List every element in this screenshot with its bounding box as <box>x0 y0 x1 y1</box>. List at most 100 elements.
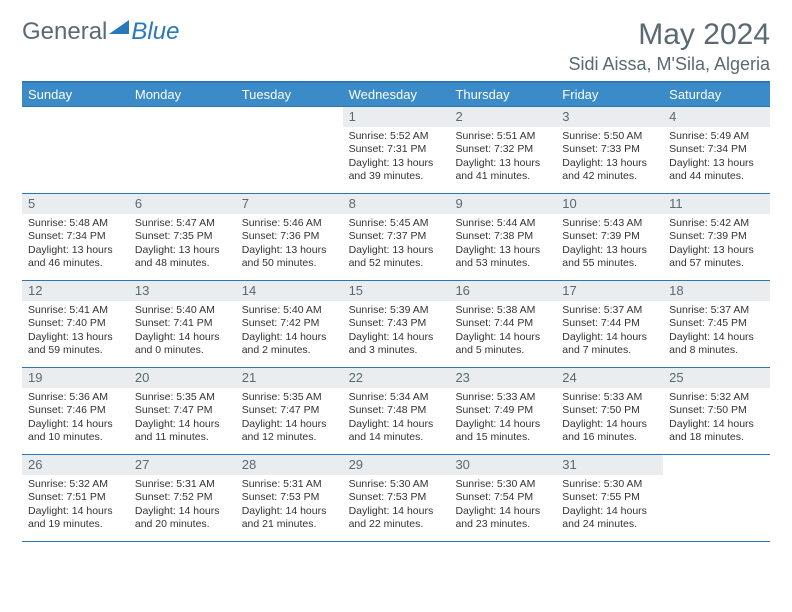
day-detail-line: Sunset: 7:33 PM <box>562 143 657 156</box>
day-cell: 29Sunrise: 5:30 AMSunset: 7:53 PMDayligh… <box>343 455 450 541</box>
day-number: 25 <box>663 368 770 388</box>
day-detail-line: Sunrise: 5:33 AM <box>562 391 657 404</box>
day-header: Thursday <box>449 83 556 106</box>
day-detail-line: Sunset: 7:47 PM <box>135 404 230 417</box>
day-details: Sunrise: 5:38 AMSunset: 7:44 PMDaylight:… <box>449 301 556 363</box>
day-number: 20 <box>129 368 236 388</box>
day-details: Sunrise: 5:49 AMSunset: 7:34 PMDaylight:… <box>663 127 770 189</box>
day-detail-line: Sunrise: 5:36 AM <box>28 391 123 404</box>
day-details: Sunrise: 5:31 AMSunset: 7:52 PMDaylight:… <box>129 475 236 537</box>
day-detail-line: Daylight: 13 hours <box>455 157 550 170</box>
day-detail-line: and 0 minutes. <box>135 344 230 357</box>
day-detail-line: Sunrise: 5:30 AM <box>455 478 550 491</box>
day-detail-line: Sunrise: 5:33 AM <box>455 391 550 404</box>
day-detail-line: Sunset: 7:46 PM <box>28 404 123 417</box>
day-number: 26 <box>22 455 129 475</box>
day-detail-line: Sunset: 7:35 PM <box>135 230 230 243</box>
day-cell: 25Sunrise: 5:32 AMSunset: 7:50 PMDayligh… <box>663 368 770 454</box>
day-details: Sunrise: 5:46 AMSunset: 7:36 PMDaylight:… <box>236 214 343 276</box>
day-detail-line: Daylight: 13 hours <box>455 244 550 257</box>
day-header-row: SundayMondayTuesdayWednesdayThursdayFrid… <box>22 83 770 106</box>
day-details: Sunrise: 5:30 AMSunset: 7:53 PMDaylight:… <box>343 475 450 537</box>
day-cell: 2Sunrise: 5:51 AMSunset: 7:32 PMDaylight… <box>449 107 556 193</box>
day-detail-line: Sunset: 7:41 PM <box>135 317 230 330</box>
day-detail-line: Daylight: 14 hours <box>562 505 657 518</box>
calendar: SundayMondayTuesdayWednesdayThursdayFrid… <box>22 81 770 542</box>
day-detail-line: Sunrise: 5:44 AM <box>455 217 550 230</box>
day-cell: 18Sunrise: 5:37 AMSunset: 7:45 PMDayligh… <box>663 281 770 367</box>
day-detail-line: and 20 minutes. <box>135 518 230 531</box>
day-cell: 14Sunrise: 5:40 AMSunset: 7:42 PMDayligh… <box>236 281 343 367</box>
day-detail-line: Sunset: 7:54 PM <box>455 491 550 504</box>
week-row: 12Sunrise: 5:41 AMSunset: 7:40 PMDayligh… <box>22 280 770 367</box>
day-detail-line: Sunrise: 5:52 AM <box>349 130 444 143</box>
day-detail-line: Sunset: 7:47 PM <box>242 404 337 417</box>
day-details: Sunrise: 5:44 AMSunset: 7:38 PMDaylight:… <box>449 214 556 276</box>
day-detail-line: Daylight: 14 hours <box>28 505 123 518</box>
day-detail-line: Sunrise: 5:31 AM <box>242 478 337 491</box>
day-number: 22 <box>343 368 450 388</box>
day-header: Friday <box>556 83 663 106</box>
day-detail-line: Sunset: 7:49 PM <box>455 404 550 417</box>
day-cell: 22Sunrise: 5:34 AMSunset: 7:48 PMDayligh… <box>343 368 450 454</box>
day-cell: 15Sunrise: 5:39 AMSunset: 7:43 PMDayligh… <box>343 281 450 367</box>
day-detail-line: Sunset: 7:38 PM <box>455 230 550 243</box>
day-number: 31 <box>556 455 663 475</box>
day-number: 1 <box>343 107 450 127</box>
day-details: Sunrise: 5:31 AMSunset: 7:53 PMDaylight:… <box>236 475 343 537</box>
day-detail-line: Sunrise: 5:46 AM <box>242 217 337 230</box>
day-cell: 23Sunrise: 5:33 AMSunset: 7:49 PMDayligh… <box>449 368 556 454</box>
day-details: Sunrise: 5:33 AMSunset: 7:50 PMDaylight:… <box>556 388 663 450</box>
day-detail-line: Daylight: 14 hours <box>349 418 444 431</box>
day-detail-line: Daylight: 13 hours <box>562 157 657 170</box>
day-detail-line: and 19 minutes. <box>28 518 123 531</box>
day-detail-line: Sunrise: 5:37 AM <box>562 304 657 317</box>
day-detail-line: Sunrise: 5:30 AM <box>562 478 657 491</box>
day-number: 10 <box>556 194 663 214</box>
day-number: 18 <box>663 281 770 301</box>
day-number: 27 <box>129 455 236 475</box>
day-number: 30 <box>449 455 556 475</box>
day-cell: 4Sunrise: 5:49 AMSunset: 7:34 PMDaylight… <box>663 107 770 193</box>
day-detail-line: Sunrise: 5:40 AM <box>135 304 230 317</box>
day-detail-line: and 15 minutes. <box>455 431 550 444</box>
day-detail-line: Sunrise: 5:35 AM <box>135 391 230 404</box>
day-detail-line: Sunrise: 5:51 AM <box>455 130 550 143</box>
day-detail-line: Sunrise: 5:41 AM <box>28 304 123 317</box>
day-detail-line: Sunset: 7:39 PM <box>669 230 764 243</box>
day-detail-line: Sunrise: 5:42 AM <box>669 217 764 230</box>
day-header: Sunday <box>22 83 129 106</box>
day-number: 16 <box>449 281 556 301</box>
day-detail-line: Daylight: 14 hours <box>562 418 657 431</box>
day-detail-line: Sunset: 7:34 PM <box>28 230 123 243</box>
day-detail-line: and 11 minutes. <box>135 431 230 444</box>
day-detail-line: and 22 minutes. <box>349 518 444 531</box>
day-cell: 8Sunrise: 5:45 AMSunset: 7:37 PMDaylight… <box>343 194 450 280</box>
day-cell: 3Sunrise: 5:50 AMSunset: 7:33 PMDaylight… <box>556 107 663 193</box>
day-detail-line: and 3 minutes. <box>349 344 444 357</box>
day-detail-line: Daylight: 13 hours <box>562 244 657 257</box>
day-number: 5 <box>22 194 129 214</box>
day-number: 28 <box>236 455 343 475</box>
day-cell: 21Sunrise: 5:35 AMSunset: 7:47 PMDayligh… <box>236 368 343 454</box>
day-detail-line: Sunrise: 5:38 AM <box>455 304 550 317</box>
day-detail-line: Sunrise: 5:32 AM <box>669 391 764 404</box>
day-detail-line: Daylight: 13 hours <box>669 157 764 170</box>
day-number: 3 <box>556 107 663 127</box>
day-detail-line: and 50 minutes. <box>242 257 337 270</box>
day-cell: 6Sunrise: 5:47 AMSunset: 7:35 PMDaylight… <box>129 194 236 280</box>
day-number: 17 <box>556 281 663 301</box>
day-number: 7 <box>236 194 343 214</box>
day-detail-line: Daylight: 14 hours <box>349 331 444 344</box>
day-details: Sunrise: 5:40 AMSunset: 7:42 PMDaylight:… <box>236 301 343 363</box>
logo-text-general: General <box>22 18 107 46</box>
day-detail-line: and 39 minutes. <box>349 170 444 183</box>
logo-triangle-icon <box>109 20 129 34</box>
day-number: 15 <box>343 281 450 301</box>
day-details: Sunrise: 5:50 AMSunset: 7:33 PMDaylight:… <box>556 127 663 189</box>
day-detail-line: Sunset: 7:44 PM <box>562 317 657 330</box>
day-number: 11 <box>663 194 770 214</box>
day-details: Sunrise: 5:51 AMSunset: 7:32 PMDaylight:… <box>449 127 556 189</box>
day-detail-line: Daylight: 14 hours <box>669 331 764 344</box>
day-detail-line: Sunset: 7:53 PM <box>242 491 337 504</box>
